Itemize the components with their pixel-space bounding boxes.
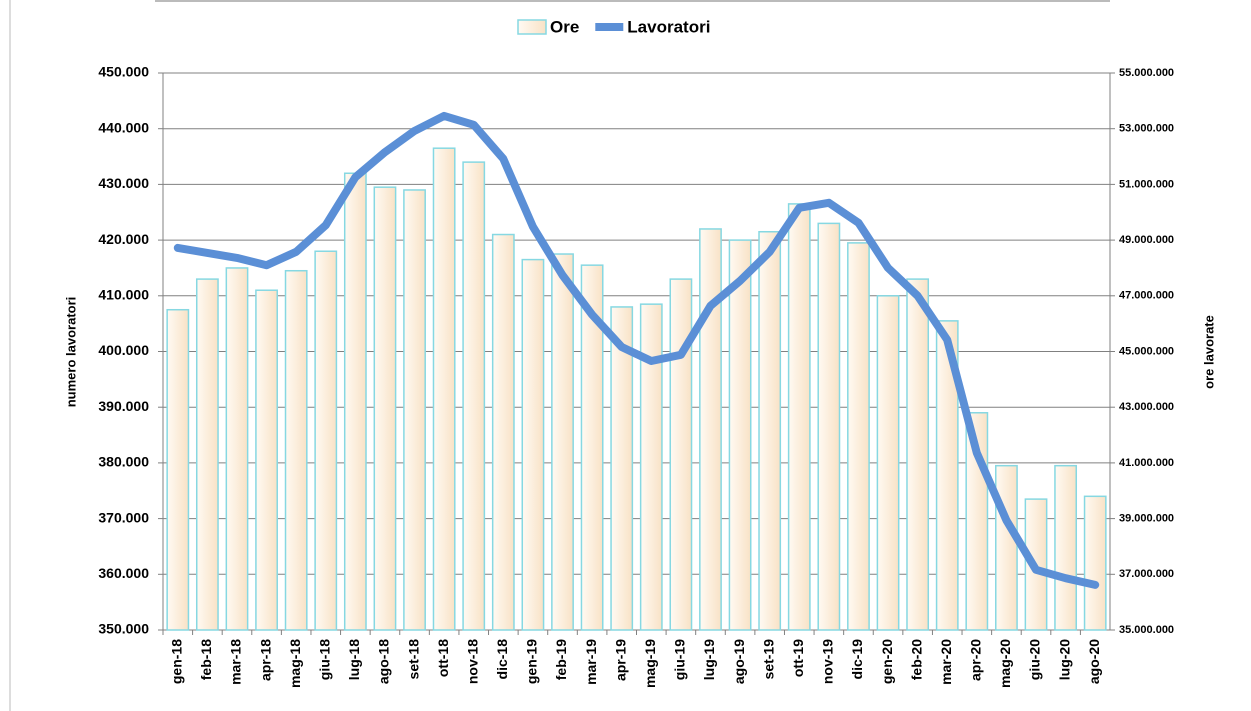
bar [787,203,811,631]
x-tick-label: dic-19 [849,639,865,680]
x-tick-label: lug-19 [701,639,717,680]
x-tick-label: gen-18 [169,639,185,684]
y-tick-label: 360.000 [98,565,149,581]
x-tick-label: mag-19 [642,639,658,688]
bar [432,147,456,631]
x-tick-label: gen-19 [524,639,540,684]
x-tick-label: apr-19 [612,639,628,681]
x-tick-label: mar-20 [938,639,954,685]
line-series [173,111,1100,589]
bar [995,464,1018,631]
x-tick-label: nov-19 [820,639,836,684]
x-tick-label: mag-20 [997,639,1013,688]
bar [758,230,782,631]
bar [521,258,545,631]
x-tick-label: lug-20 [1056,639,1072,680]
bar [551,253,574,631]
x-tick-label: set-19 [760,639,776,680]
y2-tick-label: 49.000.000 [1119,234,1174,246]
bar [906,278,930,631]
bar [284,269,308,631]
x-tick-label: feb-20 [908,639,924,680]
x-tick-label: mar-19 [583,639,599,685]
x-tick-label: giu-18 [316,639,332,680]
x-tick-label: ott-18 [435,639,451,677]
bar [610,306,634,631]
x-tick-label: ott-19 [790,639,806,677]
bar [343,172,367,631]
y2-tick-label: 51.000.000 [1119,178,1174,190]
y2-tick-label: 45.000.000 [1119,345,1174,357]
bar [935,320,959,631]
bar [639,303,663,631]
legend-label: Lavoratori [627,17,710,36]
bar [669,278,693,631]
x-tick-label: lug-18 [346,639,362,680]
y-tick-label: 430.000 [98,175,149,191]
y2-tick-label: 37.000.000 [1119,568,1174,580]
y-tick-label: 410.000 [98,287,149,303]
y-tick-label: 420.000 [98,231,149,247]
bar [462,161,486,631]
y2-tick-label: 39.000.000 [1119,513,1174,525]
y2-tick-label: 55.000.000 [1119,67,1174,79]
bar [403,189,426,631]
bar [699,228,722,631]
x-tick-label: giu-19 [672,639,688,680]
y2-tick-label: 35.000.000 [1119,624,1174,636]
x-tick-label: apr-20 [968,639,984,681]
y-tick-label: 400.000 [98,342,149,358]
y2-tick-label: 41.000.000 [1119,457,1174,469]
bar [373,186,397,631]
y-tick-label: 350.000 [98,621,149,637]
bar [255,289,278,631]
x-tick-label: feb-18 [198,639,214,680]
x-tick-label: nov-18 [464,639,480,684]
bar [166,308,190,631]
legend-label: Ore [550,17,579,36]
bar [1054,464,1078,631]
x-tick-label: ago-20 [1086,639,1102,684]
x-tick-label: dic-18 [494,639,510,680]
y-tick-label: 370.000 [98,509,149,525]
y2-tick-label: 47.000.000 [1119,290,1174,302]
bar [728,239,752,631]
x-tick-label: ago-19 [731,639,747,684]
x-tick-label: set-18 [405,639,421,680]
bar [195,278,219,631]
y2-tick-label: 43.000.000 [1119,401,1174,413]
y2-tick-label: 53.000.000 [1119,123,1174,135]
x-tick-label: mag-18 [287,639,303,688]
x-tick-label: apr-18 [257,639,273,681]
y-tick-label: 440.000 [98,119,149,135]
bar [847,242,870,631]
legend-swatch [517,19,547,35]
bar [491,233,515,631]
y2-axis-title: ore lavorate [1201,315,1216,389]
y-tick-label: 380.000 [98,454,149,470]
x-tick-label: mar-18 [228,639,244,685]
bar [876,295,900,631]
bar [225,267,249,631]
x-tick-label: giu-20 [1027,639,1043,680]
x-tick-label: ago-18 [376,639,392,684]
bar [817,222,841,631]
x-tick-label: feb-19 [553,639,569,680]
bar [580,264,604,631]
bar [314,250,338,631]
bar [1083,495,1107,631]
y-tick-label: 390.000 [98,398,149,414]
x-tick-label: gen-20 [879,639,895,684]
y-axis-title: numero lavoratori [63,297,78,408]
y-tick-label: 450.000 [98,64,149,80]
